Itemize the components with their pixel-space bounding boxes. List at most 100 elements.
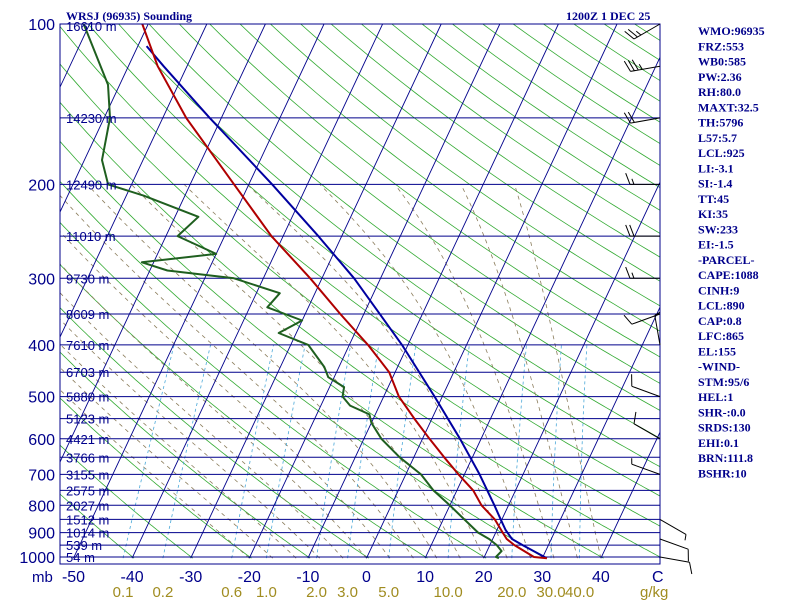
- height-label: 5880 m: [66, 390, 109, 405]
- mixing-ratio-tick-label: 1.0: [256, 584, 277, 600]
- pressure-tick-label: 900: [28, 526, 55, 543]
- dry-adiabat: [60, 101, 660, 558]
- dry-adiabat: [148, 24, 660, 411]
- wind-barb-flag: [629, 224, 635, 237]
- moist-adiabat: [514, 184, 602, 559]
- moist-adiabat: [131, 184, 461, 559]
- isotherm: [60, 24, 208, 339]
- temperature-unit-label: C: [652, 569, 664, 586]
- mixing-ratio-line: [550, 344, 562, 559]
- isotherm: [483, 181, 660, 559]
- dry-adiabat: [239, 24, 660, 332]
- height-label: 9730 m: [66, 271, 109, 286]
- mixing-ratio-tick-label: 2.0: [306, 584, 327, 600]
- plot-frame: [59, 23, 661, 565]
- height-label: 539 m: [66, 538, 102, 553]
- wind-barb-staff: [659, 538, 689, 550]
- isotherm: [541, 306, 660, 559]
- height-label: 5123 m: [66, 412, 109, 427]
- mixing-ratio-tick-label: 0.6: [221, 584, 242, 600]
- isotherm-lines: [60, 24, 660, 559]
- isotherm: [600, 431, 660, 559]
- mixing-ratio-unit-label: g/kg: [640, 584, 668, 600]
- index-line: -WIND-: [698, 360, 740, 374]
- height-label: 14230 m: [66, 111, 117, 126]
- wind-barb: [625, 173, 660, 185]
- isotherm: [307, 24, 559, 559]
- wind-barb-flag: [623, 112, 631, 124]
- pressure-tick-label: 600: [28, 432, 55, 449]
- height-label: 3766 m: [66, 450, 109, 465]
- wind-barb-flag: [631, 59, 639, 71]
- dry-adiabat: [60, 493, 135, 559]
- index-line: LCL:890: [698, 299, 745, 313]
- pressure-tick-label: 800: [28, 498, 55, 515]
- moist-adiabat: [60, 194, 414, 559]
- height-label: 11010 m: [66, 229, 116, 244]
- dry-adiabat: [60, 397, 252, 559]
- index-line: PW:2.36: [698, 70, 742, 84]
- wind-barb-staff: [659, 518, 687, 535]
- index-line: BRN:111.8: [698, 451, 753, 465]
- index-line: STM:95/6: [698, 375, 749, 389]
- temperature-tick-label: 20: [475, 569, 493, 586]
- moist-adiabat: [394, 184, 555, 559]
- index-line: FRZ:553: [698, 39, 744, 53]
- wind-barb: [624, 23, 661, 40]
- temperature-tick-label: 10: [416, 569, 434, 586]
- index-line: SI:-1.4: [698, 177, 732, 191]
- dry-adiabat: [270, 24, 660, 307]
- index-line: LFC:865: [698, 329, 744, 343]
- height-label: 2027 m: [66, 498, 109, 513]
- index-line: WB0:585: [698, 55, 746, 69]
- height-label: 12490 m: [66, 177, 117, 192]
- mixing-ratio-line: [579, 344, 588, 559]
- index-line: EL:155: [698, 344, 736, 358]
- temperature-tick-label: -50: [62, 569, 85, 586]
- wind-barb: [623, 111, 661, 124]
- mixing-ratio-line: [511, 344, 527, 559]
- temperature-tick-label: 0: [362, 569, 371, 586]
- pressure-unit-label: mb: [32, 569, 53, 586]
- parcel-trace: [145, 45, 548, 560]
- wind-barb-staff: [630, 117, 661, 124]
- wind-barb-staff: [631, 385, 661, 398]
- moist-adiabat: [60, 366, 273, 559]
- wind-barb-flag: [625, 224, 631, 237]
- moist-adiabat-lines: [60, 184, 602, 559]
- index-line: L57:5.7: [698, 131, 737, 145]
- height-label: 54 m: [66, 550, 95, 565]
- index-line: EI:-1.5: [698, 238, 734, 252]
- wind-barb-flag: [625, 173, 631, 185]
- wind-barb: [654, 311, 661, 345]
- wind-barb-half-flag: [638, 63, 643, 70]
- dry-adiabat: [179, 24, 660, 384]
- index-line: CAP:0.8: [698, 314, 742, 328]
- moist-adiabat: [319, 184, 531, 559]
- wind-barb-flag: [633, 411, 637, 424]
- height-label: 1014 m: [66, 526, 109, 541]
- moist-adiabat: [60, 231, 391, 559]
- wind-barb-half-flag: [635, 30, 642, 36]
- isotherm: [248, 24, 501, 559]
- height-label: 2575 m: [66, 483, 109, 498]
- wind-barb-half-flag: [654, 311, 661, 316]
- moist-adiabat: [60, 263, 367, 559]
- index-line: TH:5796: [698, 116, 743, 130]
- mixing-ratio-tick-label: 0.1: [113, 584, 134, 600]
- dry-adiabat: [60, 221, 487, 559]
- index-line: EHI:0.1: [698, 436, 739, 450]
- index-line: SW:233: [698, 222, 738, 236]
- moist-adiabat: [60, 389, 250, 559]
- isotherm: [60, 24, 149, 214]
- wind-barb-staff: [654, 315, 661, 345]
- wind-barb-staff: [630, 65, 661, 72]
- pressure-tick-label: 400: [28, 338, 55, 355]
- wind-barb-staff: [659, 556, 690, 563]
- index-line: RH:80.0: [698, 85, 741, 99]
- dry-adiabat: [60, 180, 546, 559]
- wind-barb: [625, 224, 660, 237]
- wind-barb: [631, 374, 661, 398]
